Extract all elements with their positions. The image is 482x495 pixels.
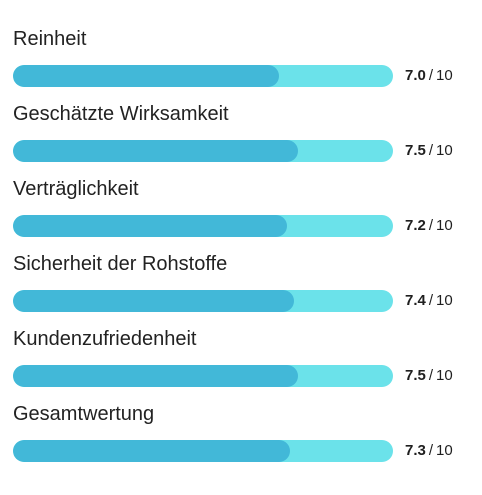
rating-row-rohstoffe: Sicherheit der Rohstoffe 7.4/10 — [0, 252, 482, 327]
rating-bar-fill — [13, 365, 298, 387]
rating-bar-fill — [13, 290, 295, 312]
rating-label: Geschätzte Wirksamkeit — [13, 103, 229, 125]
rating-max: 10 — [436, 67, 453, 84]
rating-value: 7.3 — [405, 442, 426, 459]
rating-max: 10 — [436, 292, 453, 309]
rating-bar-fill — [13, 140, 298, 162]
rating-row-gesamtwertung: Gesamtwertung 7.3/10 — [0, 402, 482, 477]
rating-max: 10 — [436, 217, 453, 234]
rating-value: 7.4 — [405, 292, 426, 309]
rating-label: Verträglichkeit — [13, 178, 139, 200]
rating-separator: / — [428, 142, 434, 159]
rating-label: Gesamtwertung — [13, 403, 155, 425]
rating-bar-track — [13, 140, 393, 162]
rating-bar-track — [13, 290, 393, 312]
rating-value: 7.5 — [405, 367, 426, 384]
rating-separator: / — [428, 67, 434, 84]
rating-separator: / — [428, 292, 434, 309]
rating-label: Sicherheit der Rohstoffe — [13, 253, 228, 275]
rating-score: 7.0/10 — [405, 65, 453, 87]
rating-bar-track — [13, 440, 393, 462]
rating-row-wirksamkeit: Geschätzte Wirksamkeit 7.5/10 — [0, 102, 482, 177]
rating-max: 10 — [436, 142, 453, 159]
rating-value: 7.5 — [405, 142, 426, 159]
rating-row-reinheit: Reinheit 7.0/10 — [0, 27, 482, 102]
rating-value: 7.2 — [405, 217, 426, 234]
rating-bar-track — [13, 365, 393, 387]
rating-value: 7.0 — [405, 67, 426, 84]
rating-row-kundenzufriedenheit: Kundenzufriedenheit 7.5/10 — [0, 327, 482, 402]
rating-label: Reinheit — [13, 28, 87, 50]
rating-separator: / — [428, 367, 434, 384]
rating-bar-fill — [13, 440, 291, 462]
rating-bar-fill — [13, 65, 279, 87]
rating-separator: / — [428, 217, 434, 234]
rating-score: 7.3/10 — [405, 440, 453, 462]
rating-bar-track — [13, 65, 393, 87]
rating-score: 7.5/10 — [405, 365, 453, 387]
rating-score: 7.4/10 — [405, 290, 453, 312]
rating-max: 10 — [436, 442, 453, 459]
rating-label: Kundenzufriedenheit — [13, 328, 197, 350]
rating-score: 7.2/10 — [405, 215, 453, 237]
rating-score: 7.5/10 — [405, 140, 453, 162]
rating-separator: / — [428, 442, 434, 459]
rating-row-vertraeglichkeit: Verträglichkeit 7.2/10 — [0, 177, 482, 252]
rating-bar-track — [13, 215, 393, 237]
rating-bar-fill — [13, 215, 287, 237]
rating-max: 10 — [436, 367, 453, 384]
